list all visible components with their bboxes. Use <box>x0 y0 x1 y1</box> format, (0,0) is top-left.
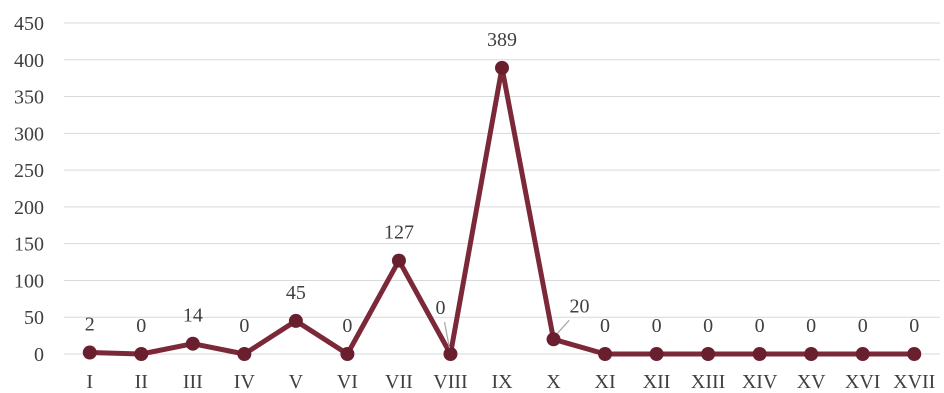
data-point-13 <box>752 347 767 361</box>
data-point-4 <box>288 313 303 328</box>
y-tick-label-7: 350 <box>14 87 44 109</box>
data-point-5 <box>340 347 355 361</box>
x-tick-label-12: XIII <box>691 371 725 393</box>
x-tick-label-7: VIII <box>433 371 467 393</box>
data-label-1: 0 <box>136 315 146 337</box>
data-point-0 <box>82 345 97 360</box>
y-tick-label-5: 250 <box>14 160 44 182</box>
data-point-16 <box>907 347 922 361</box>
data-point-10 <box>598 347 613 361</box>
y-tick-label-4: 200 <box>14 197 44 219</box>
data-points <box>82 60 922 361</box>
x-tick-label-9: X <box>546 371 561 393</box>
data-label-16: 0 <box>909 315 919 337</box>
data-label-10: 0 <box>600 315 610 337</box>
data-label-9: 20 <box>570 295 590 317</box>
x-tick-label-16: XVII <box>893 371 935 393</box>
data-label-8: 389 <box>487 29 517 51</box>
data-point-8 <box>495 60 509 75</box>
x-tick-label-15: XVI <box>845 371 881 393</box>
data-label-2: 14 <box>183 305 203 327</box>
data-point-9 <box>546 332 561 347</box>
x-tick-label-6: VII <box>385 371 413 393</box>
leader-line-9 <box>557 319 570 334</box>
data-point-12 <box>701 347 716 361</box>
x-tick-label-14: XV <box>797 371 826 393</box>
y-tick-label-8: 400 <box>14 50 44 72</box>
x-tick-label-8: IX <box>491 371 513 393</box>
leader-line-7 <box>443 321 451 349</box>
data-point-2 <box>185 336 200 351</box>
x-tick-label-1: II <box>135 371 148 393</box>
data-point-15 <box>855 347 870 361</box>
series-line <box>89 65 915 357</box>
data-point-1 <box>134 347 149 361</box>
y-tick-label-6: 300 <box>14 123 44 145</box>
x-tick-label-10: XI <box>595 371 616 393</box>
data-label-7: 0 <box>435 297 445 319</box>
y-tick-label-1: 50 <box>24 307 44 329</box>
data-point-3 <box>237 347 252 361</box>
x-tick-label-0: I <box>86 371 93 393</box>
data-label-0: 2 <box>85 314 95 336</box>
x-tick-label-11: XII <box>643 371 671 393</box>
y-tick-label-3: 150 <box>14 234 44 256</box>
gridlines <box>64 22 940 355</box>
data-label-4: 45 <box>286 282 306 304</box>
x-tick-label-2: III <box>183 371 203 393</box>
data-label-6: 127 <box>384 222 414 244</box>
y-tick-label-2: 100 <box>14 270 44 292</box>
x-tick-label-3: IV <box>234 371 256 393</box>
data-point-7 <box>443 347 458 361</box>
x-axis-tick-labels: I II III IV V VI VII VIII IX X XI XII XIII XIV XV XVI XV… <box>86 371 935 393</box>
data-point-6 <box>391 253 406 268</box>
data-point-14 <box>804 347 819 361</box>
data-label-12: 0 <box>703 315 713 337</box>
data-label-14: 0 <box>806 315 816 337</box>
data-label-11: 0 <box>652 315 662 337</box>
x-tick-label-4: V <box>289 371 304 393</box>
data-label-5: 0 <box>342 315 352 337</box>
y-axis-tick-labels: 0 50 100 150 200 250 300 350 400 450 <box>14 13 44 366</box>
y-tick-label-9: 450 <box>14 13 44 35</box>
data-label-15: 0 <box>858 315 868 337</box>
x-tick-label-5: VI <box>337 371 358 393</box>
data-label-13: 0 <box>755 315 765 337</box>
data-point-11 <box>649 347 664 361</box>
data-label-3: 0 <box>239 315 249 337</box>
x-tick-label-13: XIV <box>742 371 778 393</box>
y-tick-label-0: 0 <box>34 344 44 366</box>
